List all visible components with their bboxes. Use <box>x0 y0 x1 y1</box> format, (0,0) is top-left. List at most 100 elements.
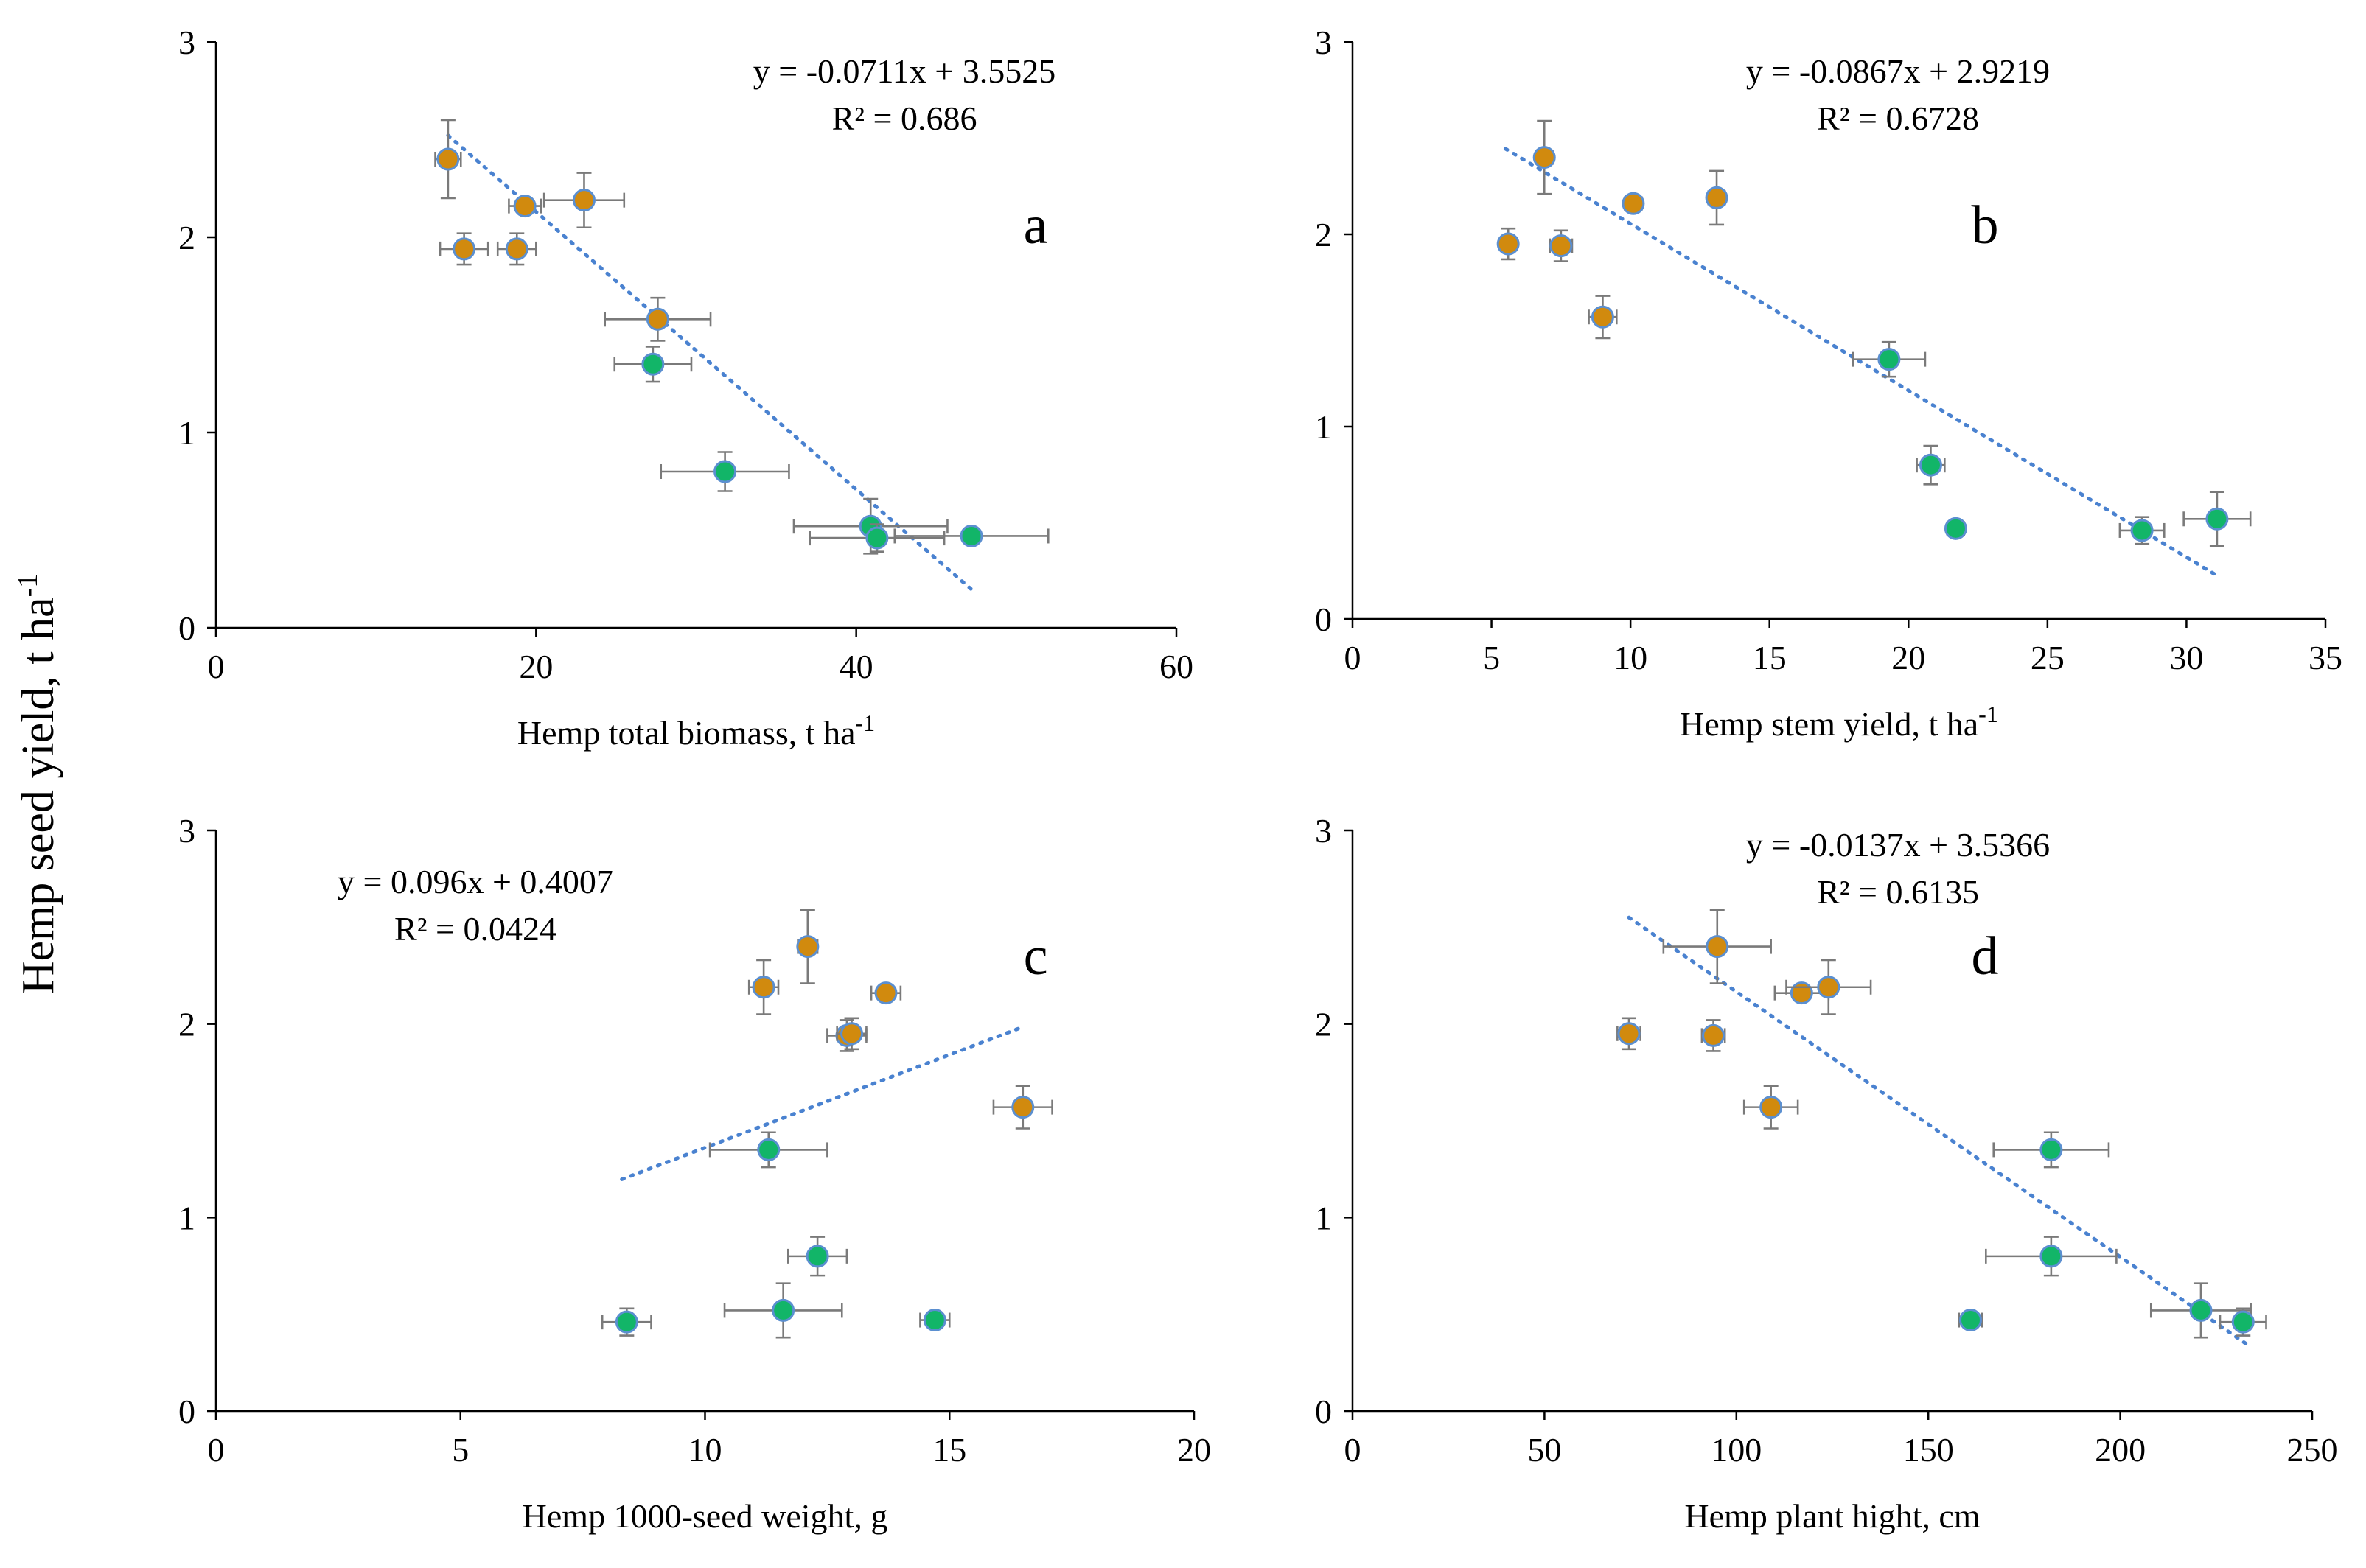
data-point-green <box>2149 1282 2252 1339</box>
point-marker <box>1705 186 1728 209</box>
data-point-green <box>919 1309 951 1332</box>
point-marker <box>757 1138 781 1161</box>
y-tick-label: 1 <box>1315 1199 1332 1236</box>
y-tick-label: 2 <box>1315 216 1332 253</box>
point-marker <box>2130 519 2154 542</box>
panel-letter: a <box>1024 195 1048 256</box>
data-point-orange <box>796 909 820 984</box>
data-point-orange <box>1662 909 1772 984</box>
data-point-orange <box>1616 1017 1641 1051</box>
data-point-orange <box>747 959 780 1015</box>
point-marker <box>2189 1298 2213 1322</box>
data-point-green <box>1944 517 1967 540</box>
regression-equation: y = 0.096x + 0.4007 <box>338 863 613 900</box>
y-tick-label: 1 <box>1315 408 1332 446</box>
point-marker <box>2039 1138 2063 1161</box>
data-point-orange <box>1705 169 1728 226</box>
trendline <box>1503 147 2216 576</box>
x-tick-label: 35 <box>2309 639 2342 676</box>
data-point-green <box>2219 1307 2267 1337</box>
y-tick-label: 1 <box>178 414 195 452</box>
point-marker <box>772 1298 795 1322</box>
x-tick-label: 150 <box>1903 1431 1954 1469</box>
y-tick-label: 0 <box>178 1393 195 1430</box>
data-point-green <box>2118 516 2166 545</box>
data-point-green <box>1985 1236 2118 1277</box>
point-marker <box>806 1245 829 1268</box>
x-tick-label: 15 <box>1753 639 1787 676</box>
x-tick-label: 20 <box>519 648 553 685</box>
x-tick-label: 20 <box>1891 639 1925 676</box>
point-marker <box>2231 1310 2255 1334</box>
data-point-orange <box>1588 295 1618 340</box>
x-tick-label: 25 <box>2031 639 2065 676</box>
x-tick-label: 10 <box>1613 639 1647 676</box>
data-point-green <box>723 1282 843 1339</box>
data-point-orange <box>1532 119 1556 195</box>
point-marker <box>1549 234 1573 258</box>
data-point-green <box>708 1131 828 1169</box>
x-axis-title: Hemp stem yield, t ha-1 <box>1680 701 1998 743</box>
panel-a-chart: 0 1 2 3 0 20 40 60 Hemp total biomass, t ha-1 y =… <box>178 24 1193 752</box>
x-axis-title: Hemp total biomass, t ha-1 <box>517 710 875 752</box>
point-marker <box>453 237 476 261</box>
x-tick-label: 0 <box>1344 639 1361 676</box>
point-marker <box>646 307 669 331</box>
x-tick-label: 20 <box>1177 1431 1211 1469</box>
data-point-green <box>893 524 1050 547</box>
y-tick-label: 2 <box>178 219 195 256</box>
x-tick-label: 0 <box>1344 1431 1361 1469</box>
data-point-orange <box>992 1085 1053 1130</box>
y-tick-label: 0 <box>1315 1393 1332 1430</box>
point-marker <box>713 460 737 483</box>
point-marker <box>615 1310 638 1334</box>
y-tick-label: 2 <box>1315 1006 1332 1043</box>
point-marker <box>1706 935 1729 959</box>
data-point-orange <box>604 296 712 342</box>
point-marker <box>2205 507 2229 531</box>
data-point-green <box>1916 444 1946 486</box>
trendline <box>446 133 975 593</box>
x-tick-label: 5 <box>1483 639 1500 676</box>
x-axis-title: Hemp plant hight, cm <box>1684 1497 1980 1535</box>
y-tick-label: 0 <box>1315 601 1332 638</box>
point-marker <box>1702 1023 1725 1047</box>
data-point-green <box>660 451 790 492</box>
point-marker <box>505 237 528 261</box>
point-marker <box>2039 1245 2063 1268</box>
point-marker <box>572 189 596 212</box>
data-point-orange <box>1549 229 1574 262</box>
x-tick-label: 60 <box>1159 648 1193 685</box>
point-marker <box>1919 453 1942 477</box>
point-marker <box>1591 305 1614 329</box>
point-marker <box>752 976 775 999</box>
data-point-orange <box>1700 1019 1726 1052</box>
x-tick-label: 0 <box>208 648 225 685</box>
y-tick-label: 0 <box>178 609 195 647</box>
point-marker <box>513 195 537 218</box>
panel-d-chart: 0 1 2 3 0 50 100 150 200 250 Hemp plant hight, cm y… <box>1315 812 2338 1535</box>
data-point-green <box>809 523 946 553</box>
trendline <box>620 1025 1025 1181</box>
x-tick-label: 30 <box>2169 639 2203 676</box>
x-tick-label: 100 <box>1711 1431 1762 1469</box>
x-tick-label: 250 <box>2287 1431 2338 1469</box>
point-marker <box>1877 348 1901 371</box>
data-point-orange <box>496 232 537 266</box>
shared-y-axis-title: Hemp seed yield, t ha-1 <box>13 574 63 995</box>
data-point-green <box>601 1307 652 1337</box>
point-marker <box>796 935 820 959</box>
data-point-orange <box>1622 192 1645 215</box>
data-point-green <box>1852 340 1927 378</box>
point-marker <box>1759 1096 1783 1119</box>
r-squared-label: R² = 0.686 <box>832 99 977 137</box>
data-point-orange <box>439 232 489 266</box>
data-point-orange <box>1496 227 1520 261</box>
x-tick-label: 50 <box>1527 1431 1561 1469</box>
data-point-green <box>613 346 693 383</box>
data-point-orange <box>836 1017 868 1051</box>
point-marker <box>1622 192 1645 215</box>
point-marker <box>840 1022 864 1046</box>
point-marker <box>1617 1022 1641 1046</box>
x-axis-title: Hemp 1000-seed weight, g <box>523 1497 888 1535</box>
